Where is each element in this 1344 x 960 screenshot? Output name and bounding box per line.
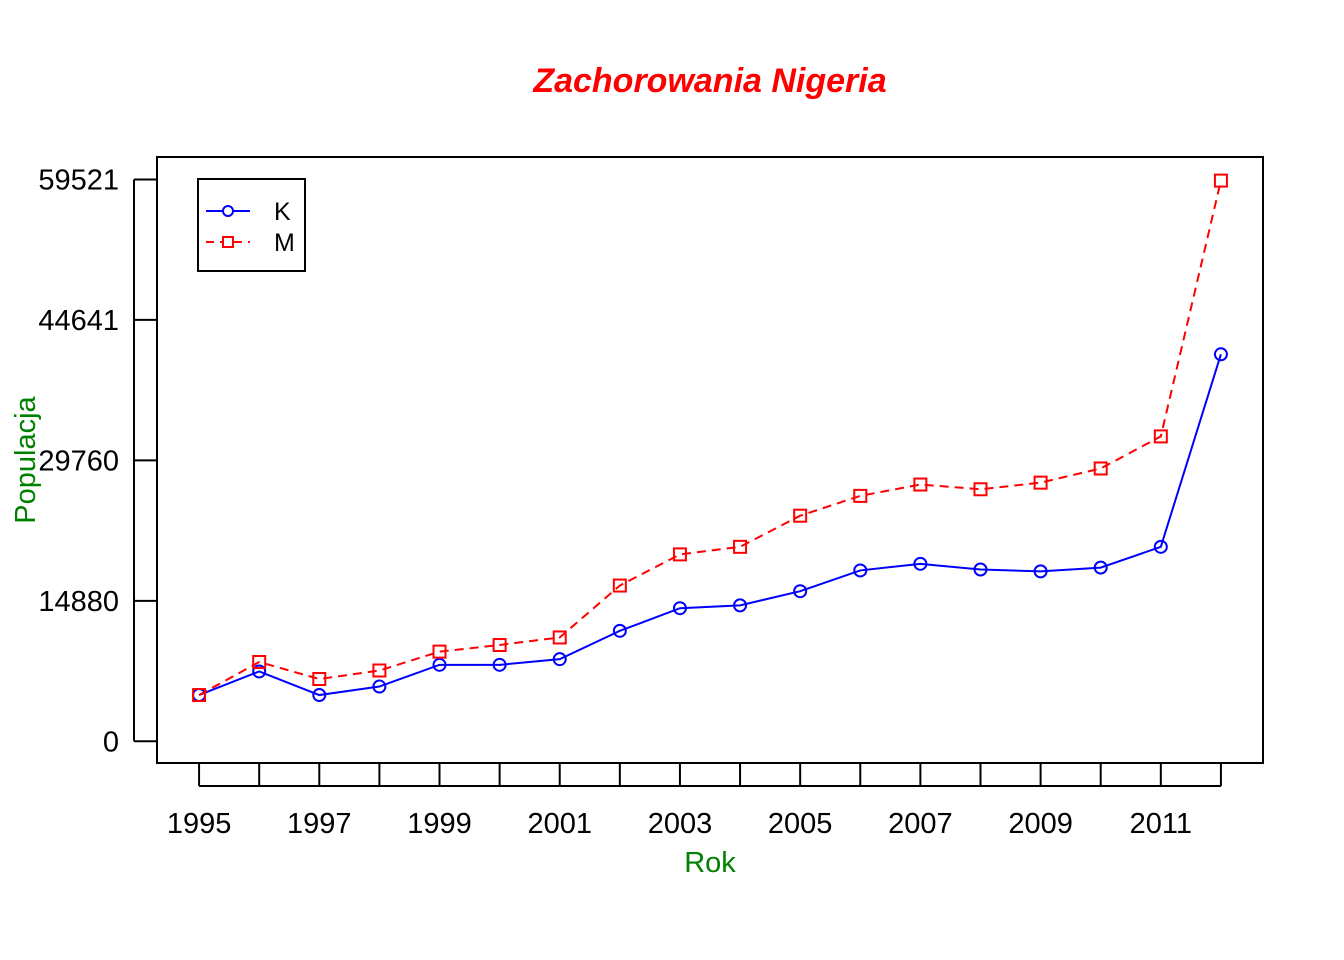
x-tick-label: 2009	[1008, 808, 1073, 840]
data-point	[552, 652, 567, 667]
y-tick-label: 44641	[38, 305, 119, 337]
x-axis: 1995 1997 1999 2001 2003 2005 2007 2009 2011	[167, 763, 1222, 840]
data-point	[733, 539, 748, 554]
data-point	[372, 679, 387, 694]
data-point	[1153, 429, 1168, 444]
y-tick-label: 14880	[38, 586, 119, 618]
x-tick-label: 2001	[527, 808, 592, 840]
x-tick-label: 2007	[888, 808, 953, 840]
x-tick-label: 1997	[287, 808, 352, 840]
data-point	[672, 601, 687, 616]
legend-label: K	[274, 198, 291, 226]
data-point	[432, 657, 447, 672]
series-line	[198, 180, 1222, 696]
data-point	[372, 663, 387, 678]
series-layer	[192, 173, 1228, 703]
data-point	[192, 688, 207, 703]
y-axis-label: Populacja	[10, 395, 42, 523]
chart-title: Zachorowania Nigeria	[532, 62, 886, 100]
data-point	[853, 563, 868, 578]
x-tick-label: 2011	[1130, 808, 1192, 840]
data-point	[853, 488, 868, 503]
data-point	[612, 623, 627, 638]
series-k	[192, 347, 1228, 703]
data-point	[793, 508, 808, 523]
data-point	[913, 477, 928, 492]
x-tick-label: 2005	[768, 808, 833, 840]
legend-entry-k: K	[206, 198, 291, 226]
data-point	[312, 688, 327, 703]
data-point	[312, 671, 327, 686]
x-tick-label: 1995	[167, 808, 232, 840]
data-point	[733, 598, 748, 613]
y-tick-label: 0	[103, 726, 119, 758]
x-axis-label: Rok	[684, 847, 736, 879]
data-point	[252, 664, 267, 679]
x-tick-label: 1999	[407, 808, 472, 840]
legend-entry-m: M	[206, 229, 295, 257]
y-tick-label: 29760	[38, 445, 119, 477]
legend-box	[197, 178, 306, 272]
data-point	[252, 655, 267, 669]
series-line	[198, 353, 1222, 697]
series-m	[192, 173, 1228, 703]
data-point	[1213, 347, 1228, 362]
data-point	[1093, 560, 1108, 575]
data-point	[973, 562, 988, 577]
data-point	[1153, 539, 1168, 554]
legend-marker	[222, 236, 234, 248]
data-point	[492, 657, 507, 672]
data-point	[973, 482, 988, 497]
data-point	[492, 638, 507, 653]
data-point	[1033, 564, 1048, 579]
data-point	[1093, 461, 1108, 476]
data-point	[552, 630, 567, 645]
y-tick-label: 59521	[38, 164, 119, 196]
data-point	[1033, 475, 1048, 490]
legend: KM	[197, 178, 306, 272]
data-point	[913, 556, 928, 571]
data-point	[672, 547, 687, 562]
legend-label: M	[274, 229, 295, 257]
data-point	[432, 644, 447, 659]
legend-marker	[222, 205, 234, 217]
x-tick-label: 2003	[648, 808, 713, 840]
y-axis: 0 14880 29760 44641 59521	[38, 164, 157, 758]
data-point	[1213, 173, 1228, 188]
data-point	[612, 578, 627, 593]
data-point	[793, 584, 808, 599]
